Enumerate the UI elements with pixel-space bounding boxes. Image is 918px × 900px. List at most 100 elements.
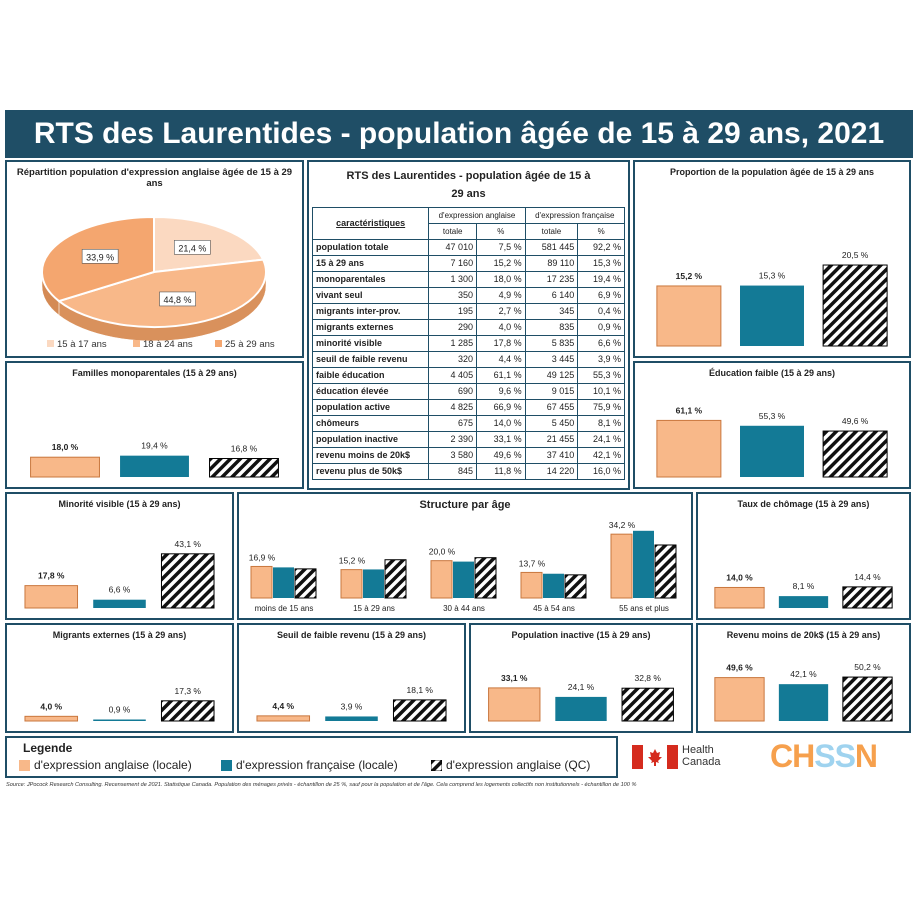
table-row: revenu plus de 50k$ 845 11,8 % 14 220 16,0 % <box>311 463 625 480</box>
table-cell-fr-pct: 6,6 % <box>577 335 625 352</box>
table-cell-eng-total: 675 <box>428 415 478 432</box>
pie-chart: 21,4 % 44,8 % 33,9 % 15 à 17 ans 18 à 24 an… <box>41 215 275 350</box>
table-sub-total: totale <box>428 223 478 240</box>
x-tick-label: moins de 15 ans <box>255 604 314 613</box>
bar-label: 19,4 % <box>141 441 168 451</box>
panel-proportion-title: Proportion de la population âgée de 15 à… <box>669 167 875 177</box>
bar-qc <box>392 699 447 722</box>
table-cell-fr-total: 67 455 <box>524 399 579 416</box>
table-row: 15 à 29 ans 7 160 15,2 % 89 110 15,3 % <box>311 255 625 272</box>
pie-legend-label: 25 à 29 ans <box>225 339 275 350</box>
table-row: migrants externes 290 4,0 % 835 0,9 % <box>311 319 625 336</box>
table-cell-fr-total: 89 110 <box>524 255 579 272</box>
health-canada-logo: Health Canada <box>682 744 721 768</box>
bar-eng <box>24 715 79 722</box>
bar-label: 61,1 % <box>676 405 703 415</box>
bar-label: 32,8 % <box>634 673 661 683</box>
table-cell-eng-pct: 4,9 % <box>476 287 526 304</box>
table-cell-eng-pct: 4,0 % <box>476 319 526 336</box>
bar-qc <box>842 676 893 722</box>
bar-eng <box>340 569 363 599</box>
bar-qc <box>160 700 215 722</box>
bar-label: 55,3 % <box>759 411 786 421</box>
table-cell-fr-total: 21 455 <box>524 431 579 448</box>
table-cell-fr-pct: 6,9 % <box>577 287 625 304</box>
bar-qc <box>474 557 497 599</box>
legend-item-qc: d'expression anglaise (QC) <box>431 758 590 772</box>
bar-label: 16,8 % <box>231 444 258 454</box>
data-table: caractéristiques d'expression anglaise d… <box>311 207 626 480</box>
x-tick-label: 15 à 29 ans <box>353 604 395 613</box>
chart-minorite: 17,8 % 6,6 % 43,1 % <box>24 539 215 609</box>
bar-label: 42,1 % <box>790 669 817 679</box>
bar-qc <box>842 586 893 609</box>
pie-label-box <box>159 291 196 307</box>
bar-label: 0,9 % <box>109 705 131 715</box>
table-cell-fr-total: 345 <box>524 303 579 320</box>
panel-mono-title: Familles monoparentales (15 à 29 ans) <box>72 368 237 378</box>
legend-item-eng: d'expression anglaise (locale) <box>19 758 192 772</box>
table-cell-fr-total: 5 450 <box>524 415 579 432</box>
pie-label: 44,8 % <box>164 295 192 305</box>
table-cell-eng-pct: 2,7 % <box>476 303 526 320</box>
panel-seuil-title: Seuil de faible revenu (15 à 29 ans) <box>276 630 427 640</box>
table-cell-label: 15 à 29 ans <box>311 255 430 272</box>
pie-title: Répartition population d'expression angl… <box>16 167 293 189</box>
table-cell-label: monoparentales <box>311 271 430 288</box>
table-group-eng: d'expression anglaise <box>428 207 526 224</box>
panel-inactive-title: Population inactive (15 à 29 ans) <box>511 630 651 640</box>
table-cell-fr-total: 3 445 <box>524 351 579 368</box>
bar-qc <box>209 458 279 478</box>
panel-proportion: Proportion de la population âgée de 15 à… <box>633 160 911 358</box>
table-sub-pct: % <box>476 223 526 240</box>
panel-structure-title: Structure par âge <box>419 499 511 511</box>
bar-eng <box>714 677 765 722</box>
table-cell-eng-pct: 9,6 % <box>476 383 526 400</box>
table-row: minorité visible 1 285 17,8 % 5 835 6,6 % <box>311 335 625 352</box>
table-cell-eng-pct: 66,9 % <box>476 399 526 416</box>
table-cell-eng-total: 845 <box>428 463 478 480</box>
chart-migrants: 4,0 % 0,9 % 17,3 % <box>24 686 215 722</box>
table-row: monoparentales 1 300 18,0 % 17 235 19,4 % <box>311 271 625 288</box>
legend-label-fr: d'expression française (locale) <box>236 758 398 772</box>
table-cell-fr-pct: 16,0 % <box>577 463 625 480</box>
table-cell-fr-pct: 75,9 % <box>577 399 625 416</box>
bar-fr <box>555 696 607 721</box>
table-cell-eng-total: 3 580 <box>428 447 478 464</box>
panel-migrants-title: Migrants externes (15 à 29 ans) <box>52 630 187 640</box>
table-cell-eng-pct: 61,1 % <box>476 367 526 384</box>
bar-label: 14,0 % <box>726 572 753 582</box>
table-row: seuil de faible revenu 320 4,4 % 3 445 3,9 % <box>311 351 625 368</box>
table-cell-eng-total: 1 285 <box>428 335 478 352</box>
bar-label: 18,0 % <box>52 442 79 452</box>
bar-label: 50,2 % <box>854 662 881 672</box>
table-cell-fr-total: 9 015 <box>524 383 579 400</box>
bar-fr <box>363 569 384 598</box>
chssn-logo: CHSSN <box>770 738 878 774</box>
bar-label: 43,1 % <box>175 539 202 549</box>
table-cell-eng-pct: 33,1 % <box>476 431 526 448</box>
bar-qc <box>384 559 407 599</box>
table-cell-fr-pct: 55,3 % <box>577 367 625 384</box>
table-cell-fr-pct: 92,2 % <box>577 239 625 256</box>
bar-fr <box>453 561 474 598</box>
bar-qc <box>654 544 677 599</box>
table-cell-fr-total: 14 220 <box>524 463 579 480</box>
table-row: population active 4 825 66,9 % 67 455 75,9 % <box>311 399 625 416</box>
panel-chomage-title: Taux de chômage (15 à 29 ans) <box>737 499 870 509</box>
bar-label: 13,7 % <box>519 558 546 568</box>
table-sub-pct: % <box>577 223 625 240</box>
chart-structure: 16,9 % moins de 15 ans 15,2 % 15 à 29 ans 20… <box>249 520 677 613</box>
table-cell-eng-pct: 18,0 % <box>476 271 526 288</box>
table-cell-label: éducation élevée <box>311 383 430 400</box>
table-col-header: caractéristiques <box>311 207 430 240</box>
panel-minorite: Minorité visible (15 à 29 ans) 17,8 % 6,6… <box>5 492 234 620</box>
table-cell-fr-pct: 0,4 % <box>577 303 625 320</box>
bar-eng <box>520 571 543 599</box>
bar-fr <box>273 567 294 598</box>
panel-revenu: Revenu moins de 20k$ (15 à 29 ans) 49,6 … <box>696 623 911 733</box>
bar-label: 17,8 % <box>38 571 65 581</box>
table-cell-label: population active <box>311 399 430 416</box>
table-cell-eng-total: 690 <box>428 383 478 400</box>
table-cell-label: revenu moins de 20k$ <box>311 447 430 464</box>
